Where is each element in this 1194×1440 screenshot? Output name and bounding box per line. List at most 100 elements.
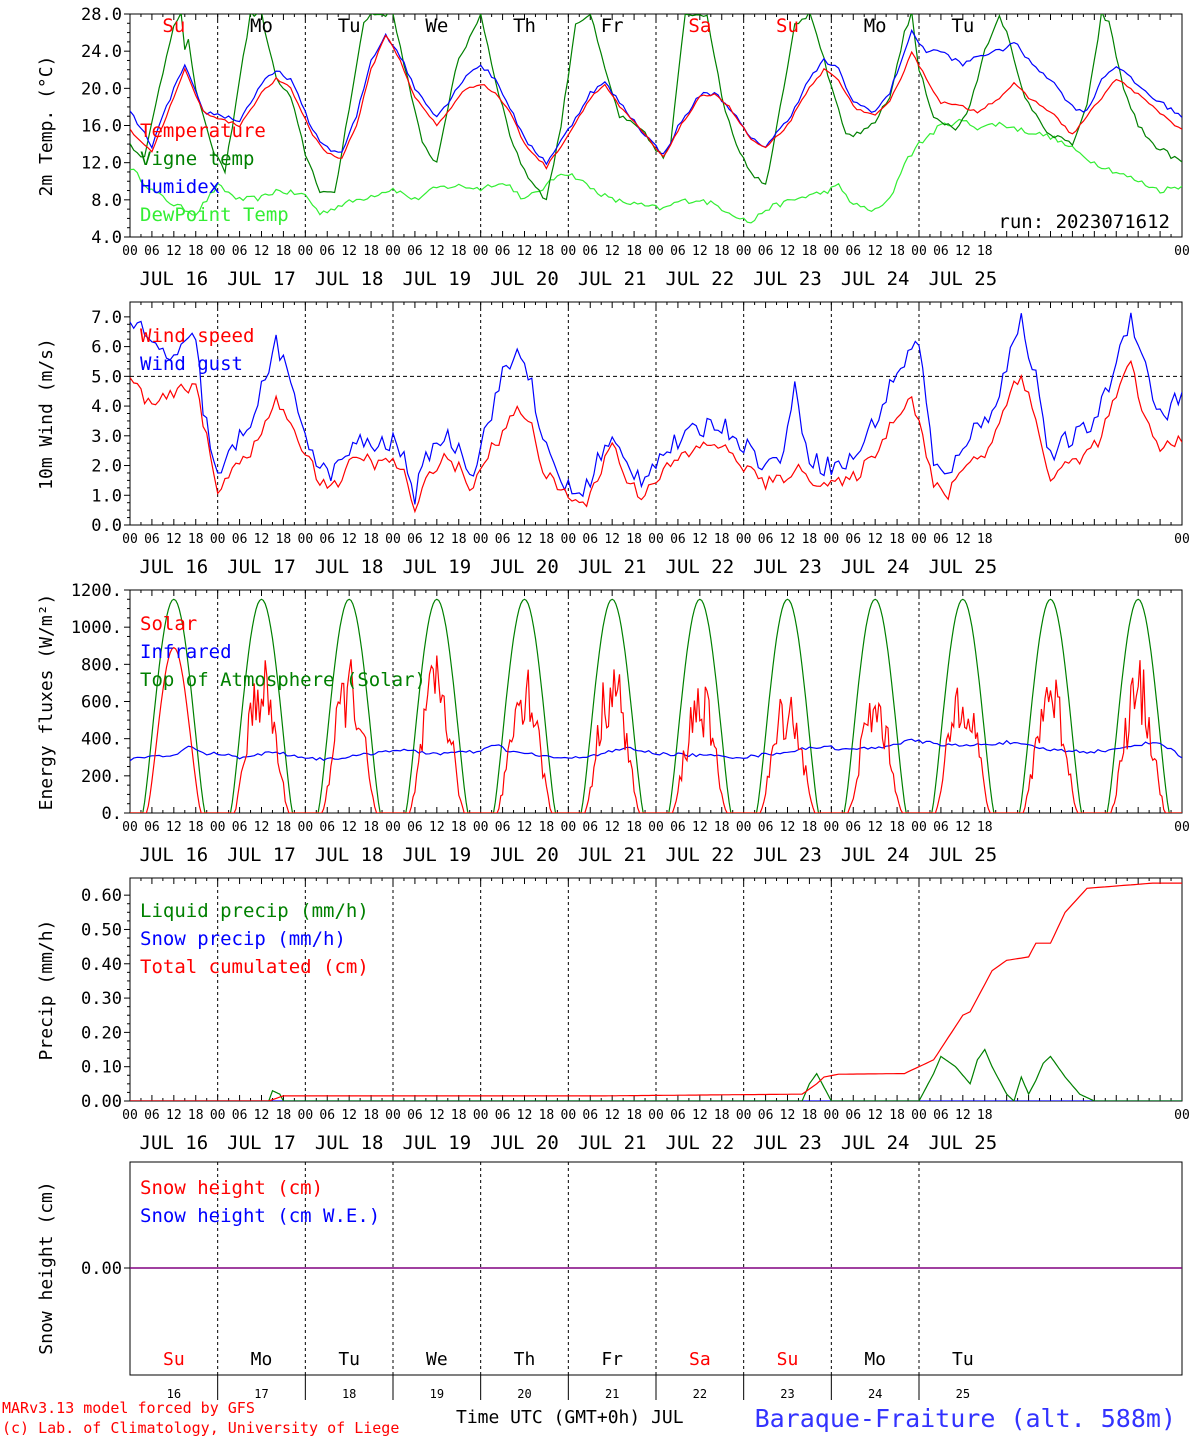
hour-tick-label: 18 bbox=[802, 244, 818, 259]
hour-tick-label: 18 bbox=[363, 532, 379, 547]
hour-tick-label: 00 bbox=[824, 244, 840, 259]
hour-tick-label: 18 bbox=[977, 1108, 993, 1123]
date-tick-label: JUL 18 bbox=[315, 844, 384, 866]
weekday-label: Tu bbox=[952, 1349, 974, 1370]
hour-tick-label: 18 bbox=[626, 1108, 642, 1123]
hour-tick-label: 12 bbox=[166, 244, 182, 259]
panel-3: 00 06 12 18 00 06 12 18 00 06 12 18 00 06 12 18 00 06 12 18… bbox=[36, 581, 1190, 866]
hour-tick-label: 12 bbox=[429, 244, 445, 259]
hour-tick-label: 18 bbox=[451, 244, 467, 259]
weekday-label: Fr bbox=[601, 15, 624, 37]
hour-tick-label: 06 bbox=[670, 532, 686, 547]
hour-tick-label: 18 bbox=[539, 244, 555, 259]
hour-tick-label: 06 bbox=[144, 532, 160, 547]
hour-tick-label: 00 bbox=[648, 532, 664, 547]
legend-entry: Temperature bbox=[140, 120, 266, 142]
day-number-label: 22 bbox=[693, 1387, 707, 1401]
date-tick-label: JUL 21 bbox=[578, 556, 647, 578]
date-tick-label: JUL 19 bbox=[403, 556, 472, 578]
hour-tick-label: 00 bbox=[648, 820, 664, 835]
y-axis-label: Snow height (cm) bbox=[36, 1181, 57, 1354]
hour-tick-label: 12 bbox=[517, 1108, 533, 1123]
hour-tick-label: 06 bbox=[758, 1108, 774, 1123]
y-tick-label: 7.0 bbox=[91, 308, 122, 328]
y-tick-label: 5.0 bbox=[91, 367, 122, 387]
series-layer bbox=[130, 882, 1182, 1101]
hour-tick-label: 12 bbox=[604, 820, 620, 835]
hour-tick-label: 06 bbox=[670, 1108, 686, 1123]
legend-entry: Wind speed bbox=[140, 325, 254, 347]
station-title: Baraque-Fraiture (alt. 588m) bbox=[755, 1404, 1176, 1433]
hour-tick-label: 12 bbox=[429, 532, 445, 547]
hour-tick-label: 06 bbox=[758, 820, 774, 835]
hour-tick-label: 00 bbox=[385, 820, 401, 835]
weekday-label: Tu bbox=[338, 1349, 360, 1370]
series-layer bbox=[130, 598, 1182, 813]
y-tick-label: 0.10 bbox=[81, 1058, 122, 1078]
hour-tick-label: 00 bbox=[824, 820, 840, 835]
hour-tick-label: 00 bbox=[824, 1108, 840, 1123]
y-tick-label: 8.0 bbox=[91, 191, 122, 211]
hour-tick-label: 06 bbox=[845, 820, 861, 835]
y-tick-label: 0.00 bbox=[81, 1259, 122, 1279]
hour-tick-label: 06 bbox=[407, 244, 423, 259]
hour-tick-label: 18 bbox=[363, 1108, 379, 1123]
hour-tick-label: 12 bbox=[867, 1108, 883, 1123]
y-tick-label: 2.0 bbox=[91, 457, 122, 477]
hour-tick-label: 18 bbox=[276, 820, 292, 835]
hour-tick-label: 00 bbox=[473, 244, 489, 259]
date-tick-label: JUL 22 bbox=[666, 844, 735, 866]
hour-tick-label: 12 bbox=[955, 244, 971, 259]
hour-tick-label: 06 bbox=[582, 1108, 598, 1123]
hour-tick-label: 06 bbox=[407, 820, 423, 835]
hour-tick-label: 18 bbox=[714, 1108, 730, 1123]
hour-tick-label: 12 bbox=[867, 532, 883, 547]
y-axis-label: 2m Temp. (°C) bbox=[36, 56, 57, 197]
hour-tick-label: 06 bbox=[232, 1108, 248, 1123]
y-tick-label: 600. bbox=[81, 693, 122, 713]
hour-tick-label: 00 bbox=[736, 244, 752, 259]
y-tick-label: 24.0 bbox=[81, 42, 122, 62]
hour-tick-label: 12 bbox=[955, 532, 971, 547]
hour-tick-label: 06 bbox=[319, 532, 335, 547]
date-tick-label: JUL 22 bbox=[666, 268, 735, 290]
hour-tick-label: 12 bbox=[166, 1108, 182, 1123]
date-tick-label: JUL 16 bbox=[140, 1132, 209, 1154]
run-label: run: 2023071612 bbox=[998, 211, 1170, 233]
hour-tick-label: 06 bbox=[933, 1108, 949, 1123]
hour-tick-label: 12 bbox=[341, 820, 357, 835]
hour-tick-label: 12 bbox=[429, 1108, 445, 1123]
hour-tick-label: 00 bbox=[1174, 532, 1190, 547]
y-tick-label: 200. bbox=[81, 767, 122, 787]
hour-tick-label: 12 bbox=[692, 244, 708, 259]
hour-tick-label: 06 bbox=[319, 244, 335, 259]
y-axis-label: 10m Wind (m/s) bbox=[36, 338, 57, 490]
hour-tick-label: 06 bbox=[758, 532, 774, 547]
hour-tick-label: 00 bbox=[1174, 244, 1190, 259]
hour-tick-label: 00 bbox=[385, 532, 401, 547]
hour-tick-label: 12 bbox=[341, 532, 357, 547]
weekday-label: Mo bbox=[250, 15, 273, 37]
hour-tick-label: 06 bbox=[933, 244, 949, 259]
hour-tick-label: 00 bbox=[122, 532, 138, 547]
hour-tick-label: 12 bbox=[692, 532, 708, 547]
hour-tick-label: 12 bbox=[341, 244, 357, 259]
hour-tick-label: 06 bbox=[845, 1108, 861, 1123]
hour-tick-label: 06 bbox=[319, 1108, 335, 1123]
hour-tick-label: 18 bbox=[188, 1108, 204, 1123]
date-tick-label: JUL 17 bbox=[227, 268, 296, 290]
hour-tick-label: 12 bbox=[517, 820, 533, 835]
hour-tick-label: 00 bbox=[561, 244, 577, 259]
hour-tick-label: 18 bbox=[977, 532, 993, 547]
hour-tick-label: 12 bbox=[955, 1108, 971, 1123]
y-tick-label: 4.0 bbox=[91, 228, 122, 248]
footer-lab-text: (c) Lab. of Climatology, University of L… bbox=[2, 1419, 399, 1437]
legend-entry: Wind gust bbox=[140, 353, 243, 375]
date-tick-label: JUL 20 bbox=[490, 556, 559, 578]
hour-tick-label: 06 bbox=[232, 820, 248, 835]
date-tick-label: JUL 24 bbox=[841, 1132, 910, 1154]
series-layer bbox=[130, 312, 1182, 514]
hour-tick-label: 18 bbox=[626, 820, 642, 835]
weekday-label: Tu bbox=[338, 15, 361, 37]
hour-tick-label: 06 bbox=[495, 244, 511, 259]
